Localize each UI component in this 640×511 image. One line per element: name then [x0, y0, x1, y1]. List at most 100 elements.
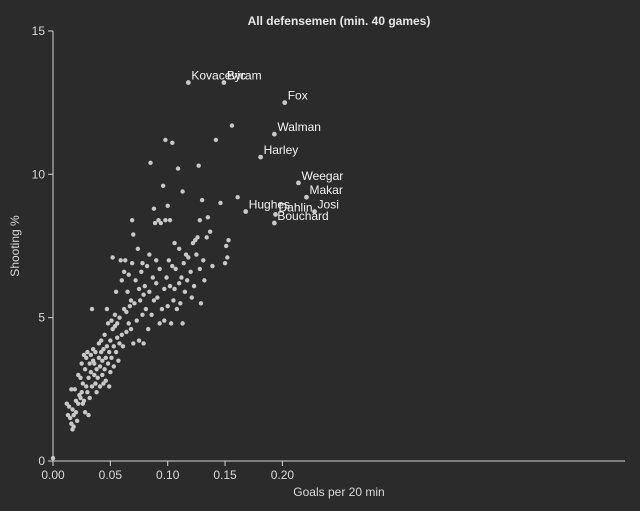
axes — [52, 31, 625, 462]
data-point — [124, 329, 129, 335]
data-point — [108, 338, 113, 343]
data-point — [88, 352, 94, 358]
labeled-data-point — [258, 154, 264, 160]
data-point — [213, 137, 219, 143]
data-point — [111, 344, 116, 349]
data-point — [127, 303, 133, 309]
data-point — [170, 140, 175, 145]
data-point — [162, 318, 167, 323]
data-point — [150, 275, 155, 280]
data-point — [226, 238, 231, 243]
data-point — [131, 232, 136, 237]
x-ticks: 0.00 0.05 0.10 0.15 0.20 — [41, 461, 294, 482]
data-point — [123, 258, 128, 263]
data-point — [163, 137, 168, 143]
data-point — [78, 395, 83, 401]
data-point — [112, 312, 118, 317]
data-point — [92, 361, 97, 366]
data-point — [148, 160, 153, 166]
data-point — [119, 332, 125, 338]
data-point — [157, 266, 162, 272]
data-point — [205, 215, 211, 220]
data-point — [158, 220, 164, 226]
labeled-data-point — [312, 209, 317, 214]
data-point — [109, 318, 114, 323]
data-point — [111, 364, 116, 369]
labeled-data-point — [271, 220, 277, 226]
data-point — [140, 260, 145, 266]
data-point — [163, 217, 168, 223]
data-point — [117, 341, 122, 346]
data-point — [93, 349, 98, 355]
data-point — [86, 412, 91, 418]
data-point — [179, 275, 184, 280]
data-point — [89, 384, 95, 389]
data-point — [113, 349, 119, 355]
labeled-data-point — [282, 100, 288, 106]
data-point — [73, 410, 79, 415]
data-point — [171, 298, 176, 303]
data-point — [176, 246, 182, 252]
x-tick-label: 0.10 — [156, 468, 180, 482]
data-points — [50, 123, 240, 461]
data-point — [82, 367, 88, 372]
labeled-data-point — [296, 180, 301, 186]
data-point — [110, 255, 115, 260]
data-point — [135, 246, 141, 252]
data-point — [199, 197, 205, 203]
x-tick-label: 0.00 — [41, 468, 65, 482]
data-point — [195, 235, 200, 240]
data-point — [154, 258, 159, 263]
data-point — [197, 266, 203, 272]
data-point — [85, 389, 90, 395]
data-point — [128, 298, 134, 303]
data-point — [167, 217, 173, 223]
data-point — [104, 344, 110, 349]
data-point — [84, 355, 89, 360]
data-point — [141, 292, 146, 297]
data-point — [81, 398, 87, 403]
data-point — [210, 263, 215, 269]
data-point — [105, 321, 111, 326]
data-point — [218, 200, 223, 206]
data-point — [181, 260, 186, 266]
data-point — [152, 220, 158, 226]
data-point — [94, 389, 99, 395]
data-point — [180, 189, 185, 194]
data-point — [184, 278, 190, 283]
data-point — [126, 272, 131, 277]
point-label: Fox — [288, 89, 308, 103]
data-point — [104, 306, 110, 312]
data-point — [66, 404, 72, 409]
data-point — [139, 269, 144, 274]
data-point — [136, 286, 142, 292]
data-point — [85, 349, 90, 355]
data-point — [80, 381, 86, 386]
data-point — [141, 341, 146, 346]
labeled-data-point — [273, 212, 278, 217]
data-point — [72, 387, 77, 392]
data-point — [172, 286, 177, 292]
data-point — [143, 306, 149, 312]
data-point — [79, 389, 84, 395]
data-point — [129, 217, 135, 223]
data-point — [103, 355, 108, 360]
data-point — [97, 364, 103, 369]
data-point — [86, 375, 91, 381]
data-point — [188, 269, 193, 274]
labeled-data-point — [185, 80, 191, 85]
data-point — [167, 283, 173, 289]
point-label: Harley — [264, 143, 299, 157]
data-point — [74, 418, 80, 424]
data-point — [223, 243, 229, 249]
point-label: Dahlin — [279, 200, 313, 214]
data-point — [94, 367, 99, 372]
data-point — [172, 240, 177, 246]
labeled-data-point — [304, 194, 309, 200]
data-point — [147, 252, 152, 257]
data-point — [101, 346, 106, 352]
data-point — [182, 289, 188, 295]
point-label: Hughes — [249, 198, 290, 212]
data-point — [119, 278, 125, 283]
